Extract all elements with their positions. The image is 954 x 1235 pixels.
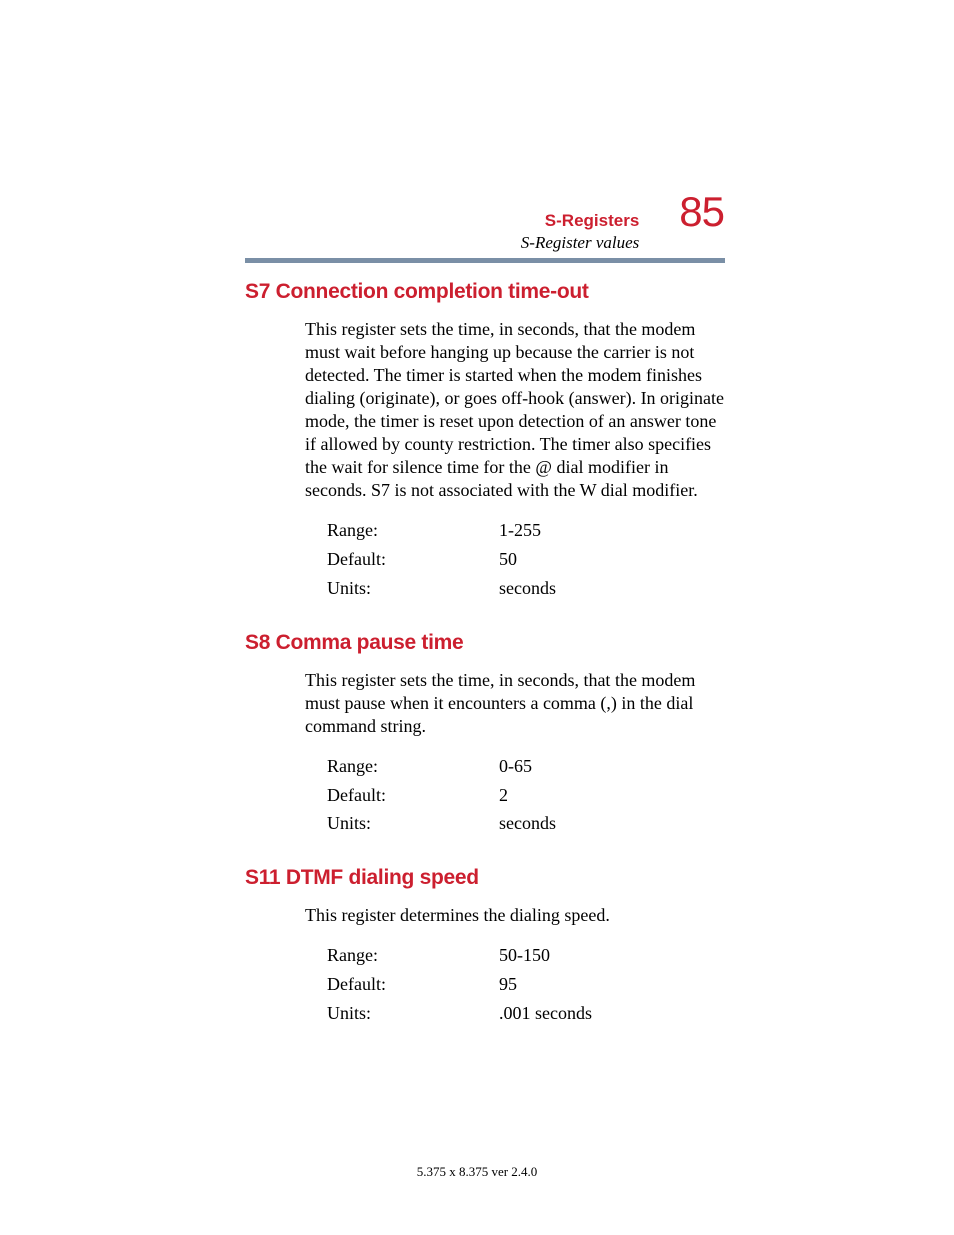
table-row: Default: 50 bbox=[327, 545, 725, 574]
table-row: Range: 50-150 bbox=[327, 941, 725, 970]
section-body-s11: This register determines the dialing spe… bbox=[305, 904, 725, 927]
table-key: Units: bbox=[327, 574, 499, 603]
table-key: Default: bbox=[327, 970, 499, 999]
table-value: seconds bbox=[499, 574, 556, 603]
table-value: 50-150 bbox=[499, 941, 550, 970]
table-key: Range: bbox=[327, 752, 499, 781]
table-row: Default: 2 bbox=[327, 781, 725, 810]
header-rule bbox=[245, 258, 725, 263]
section-body-s7: This register sets the time, in seconds,… bbox=[305, 318, 725, 502]
section-table-s8: Range: 0-65 Default: 2 Units: seconds bbox=[327, 752, 725, 838]
footer-text: 5.375 x 8.375 ver 2.4.0 bbox=[0, 1164, 954, 1180]
header-titles: S-Registers S-Register values bbox=[521, 211, 640, 253]
table-value: seconds bbox=[499, 809, 556, 838]
table-row: Units: seconds bbox=[327, 574, 725, 603]
chapter-label: S-Registers bbox=[521, 211, 640, 231]
table-row: Units: .001 seconds bbox=[327, 999, 725, 1028]
section-heading-s11: S11 DTMF dialing speed bbox=[245, 866, 725, 890]
section-body-s8: This register sets the time, in seconds,… bbox=[305, 669, 725, 738]
section-heading-s8: S8 Comma pause time bbox=[245, 631, 725, 655]
table-key: Default: bbox=[327, 545, 499, 574]
table-row: Default: 95 bbox=[327, 970, 725, 999]
table-row: Range: 0-65 bbox=[327, 752, 725, 781]
table-row: Units: seconds bbox=[327, 809, 725, 838]
table-key: Units: bbox=[327, 999, 499, 1028]
table-value: 95 bbox=[499, 970, 517, 999]
section-table-s7: Range: 1-255 Default: 50 Units: seconds bbox=[327, 516, 725, 602]
header-subtitle: S-Register values bbox=[521, 233, 640, 253]
header-top-row: S-Registers S-Register values 85 bbox=[224, 195, 724, 253]
table-value: 2 bbox=[499, 781, 508, 810]
content: S7 Connection completion time-out This r… bbox=[245, 280, 725, 1056]
section-heading-s7: S7 Connection completion time-out bbox=[245, 280, 725, 304]
table-value: .001 seconds bbox=[499, 999, 592, 1028]
table-row: Range: 1-255 bbox=[327, 516, 725, 545]
page-number: 85 bbox=[679, 195, 724, 229]
table-key: Default: bbox=[327, 781, 499, 810]
table-key: Units: bbox=[327, 809, 499, 838]
table-value: 50 bbox=[499, 545, 517, 574]
table-key: Range: bbox=[327, 941, 499, 970]
table-key: Range: bbox=[327, 516, 499, 545]
page: S-Registers S-Register values 85 S7 Conn… bbox=[0, 0, 954, 1235]
section-table-s11: Range: 50-150 Default: 95 Units: .001 se… bbox=[327, 941, 725, 1027]
table-value: 1-255 bbox=[499, 516, 541, 545]
table-value: 0-65 bbox=[499, 752, 532, 781]
page-header: S-Registers S-Register values 85 bbox=[224, 195, 724, 253]
